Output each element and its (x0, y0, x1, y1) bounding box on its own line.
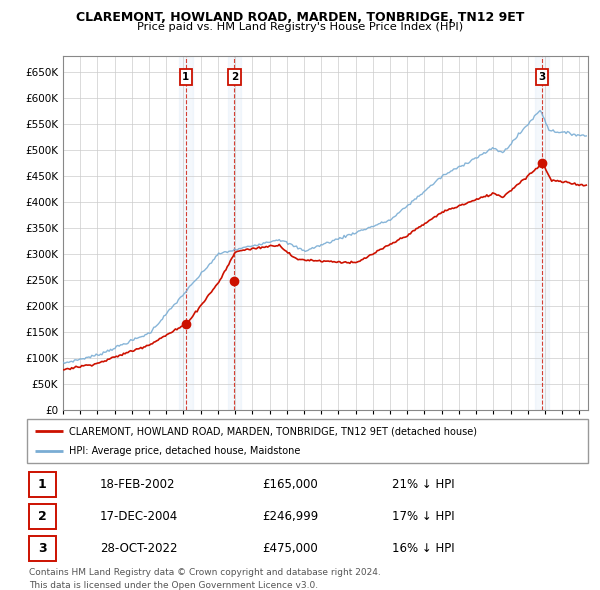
Text: 21% ↓ HPI: 21% ↓ HPI (392, 478, 454, 491)
Text: Price paid vs. HM Land Registry's House Price Index (HPI): Price paid vs. HM Land Registry's House … (137, 22, 463, 32)
Text: 1: 1 (38, 478, 47, 491)
Text: 2: 2 (38, 510, 47, 523)
Text: CLAREMONT, HOWLAND ROAD, MARDEN, TONBRIDGE, TN12 9ET (detached house): CLAREMONT, HOWLAND ROAD, MARDEN, TONBRID… (69, 427, 477, 436)
Bar (179, 56, 193, 410)
Bar (227, 56, 241, 410)
FancyBboxPatch shape (27, 419, 588, 463)
Text: Contains HM Land Registry data © Crown copyright and database right 2024.: Contains HM Land Registry data © Crown c… (29, 568, 380, 577)
FancyBboxPatch shape (29, 472, 56, 497)
Text: 3: 3 (538, 72, 545, 82)
Text: £165,000: £165,000 (263, 478, 319, 491)
FancyBboxPatch shape (29, 504, 56, 529)
Text: 17-DEC-2004: 17-DEC-2004 (100, 510, 178, 523)
Text: 16% ↓ HPI: 16% ↓ HPI (392, 542, 454, 555)
Text: £246,999: £246,999 (263, 510, 319, 523)
Bar (535, 56, 549, 410)
Text: 28-OCT-2022: 28-OCT-2022 (100, 542, 178, 555)
Text: HPI: Average price, detached house, Maidstone: HPI: Average price, detached house, Maid… (69, 446, 301, 456)
Text: £475,000: £475,000 (263, 542, 319, 555)
FancyBboxPatch shape (29, 536, 56, 560)
Text: 18-FEB-2002: 18-FEB-2002 (100, 478, 175, 491)
Text: 3: 3 (38, 542, 46, 555)
Text: CLAREMONT, HOWLAND ROAD, MARDEN, TONBRIDGE, TN12 9ET: CLAREMONT, HOWLAND ROAD, MARDEN, TONBRID… (76, 11, 524, 24)
Text: 17% ↓ HPI: 17% ↓ HPI (392, 510, 454, 523)
Text: This data is licensed under the Open Government Licence v3.0.: This data is licensed under the Open Gov… (29, 581, 318, 590)
Text: 1: 1 (182, 72, 190, 82)
Text: 2: 2 (231, 72, 238, 82)
